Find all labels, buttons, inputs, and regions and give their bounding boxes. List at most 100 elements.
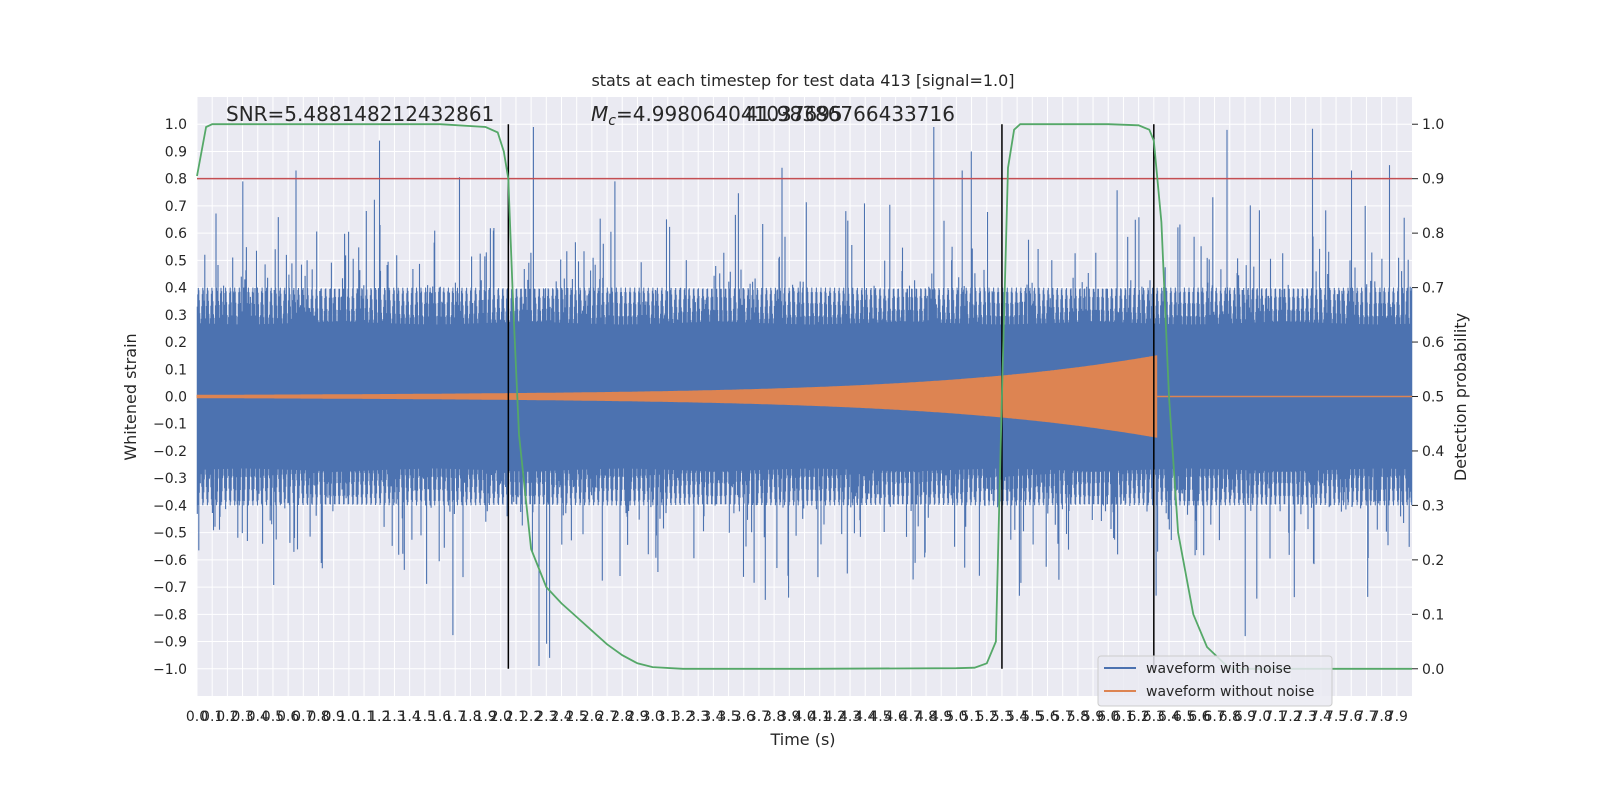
x-tick-label: 1.1 — [353, 709, 375, 725]
x-tick-label: 7.0 — [1249, 709, 1271, 725]
x-tick-label: 4.9 — [930, 709, 952, 725]
y-tick-label-left: 0.5 — [165, 253, 187, 269]
x-tick-label: 4.6 — [884, 709, 906, 725]
x-tick-label: 5.4 — [1006, 709, 1028, 725]
mc-annotation: Mc=4.998064041037695 — [591, 102, 843, 129]
y-tick-label-right: 0.6 — [1422, 335, 1444, 351]
y-tick-label-right: 0.1 — [1422, 607, 1444, 623]
legend-label-noise: waveform with noise — [1146, 661, 1291, 677]
x-tick-label: 7.5 — [1325, 709, 1347, 725]
x-tick-label: 1.6 — [429, 709, 451, 725]
legend-box — [1097, 655, 1333, 707]
x-tick-label: 3.0 — [641, 709, 663, 725]
y-tick-label-right: 0.0 — [1422, 662, 1444, 678]
y-tick-label-left: 0.3 — [165, 308, 187, 324]
x-tick-label: 0.9 — [323, 709, 345, 725]
x-tick-label: 6.8 — [1219, 709, 1241, 725]
x-tick-label: 6.6 — [1188, 709, 1210, 725]
legend: waveform with noise waveform without noi… — [1097, 655, 1333, 707]
x-tick-label: 5.8 — [1067, 709, 1089, 725]
x-tick-label: 2.7 — [596, 709, 618, 725]
y-tick-label-right: 0.3 — [1422, 498, 1444, 514]
y-tick-label-left: 0.2 — [165, 335, 187, 351]
y-tick-label-left: 0.7 — [165, 199, 187, 215]
x-tick-label: 4.2 — [824, 709, 846, 725]
x-tick-label: 6.3 — [1143, 709, 1165, 725]
x-tick-label: 1.4 — [398, 709, 420, 725]
x-tick-label: 7.2 — [1279, 709, 1301, 725]
y-tick-label-left: −0.1 — [153, 417, 187, 433]
x-tick-label: 2.5 — [566, 709, 588, 725]
x-tick-label: 1.9 — [474, 709, 496, 725]
x-tick-label: 4.7 — [900, 709, 922, 725]
x-tick-label: 1.8 — [459, 709, 481, 725]
x-tick-label: 5.1 — [960, 709, 982, 725]
overlap-annotation: 41.98386766433716 — [745, 102, 955, 126]
chart-title: stats at each timestep for test data 413… — [591, 71, 1014, 90]
x-tick-label: 1.0 — [338, 709, 360, 725]
x-axis: 0.00.10.20.30.40.50.60.70.80.91.01.11.21… — [186, 709, 1408, 725]
y-tick-label-left: 0.0 — [165, 390, 187, 406]
x-tick-label: 3.7 — [748, 709, 770, 725]
x-tick-label: 0.1 — [201, 709, 223, 725]
x-tick-label: 4.4 — [854, 709, 876, 725]
x-tick-label: 2.9 — [626, 709, 648, 725]
y-tick-label-left: −0.4 — [153, 498, 187, 514]
plot-area — [196, 97, 1413, 696]
x-tick-label: 0.3 — [231, 709, 253, 725]
x-tick-label: 4.5 — [869, 709, 891, 725]
x-tick-label: 7.8 — [1370, 709, 1392, 725]
x-tick-label: 0.7 — [292, 709, 314, 725]
x-tick-label: 6.9 — [1234, 709, 1256, 725]
x-tick-label: 2.4 — [550, 709, 572, 725]
y-tick-label-left: −0.8 — [153, 607, 187, 623]
y-tick-label-left: −1.0 — [153, 662, 187, 678]
y-tick-label-left: −0.5 — [153, 526, 187, 542]
x-tick-label: 3.5 — [717, 709, 739, 725]
x-tick-label: 7.9 — [1386, 709, 1408, 725]
detection-probability-line — [196, 123, 1412, 670]
x-tick-label: 6.4 — [1158, 709, 1180, 725]
y-tick-label-left: −0.7 — [153, 580, 187, 596]
x-tick-label: 5.2 — [976, 709, 998, 725]
x-tick-label: 2.6 — [581, 709, 603, 725]
x-tick-label: 5.9 — [1082, 709, 1104, 725]
x-tick-label: 4.0 — [793, 709, 815, 725]
x-tick-label: 4.3 — [839, 709, 861, 725]
y-tick-label-right: 0.7 — [1422, 281, 1444, 297]
x-tick-label: 0.5 — [262, 709, 284, 725]
x-tick-label: 2.3 — [535, 709, 557, 725]
series-detection-probability — [196, 123, 1412, 670]
x-tick-label: 2.0 — [490, 709, 512, 725]
mc-value: =4.998064041037695 — [616, 102, 843, 126]
x-tick-label: 5.0 — [945, 709, 967, 725]
y-tick-label-right: 0.8 — [1422, 226, 1444, 242]
x-tick-label: 7.3 — [1295, 709, 1317, 725]
y-tick-label-left: 0.9 — [165, 144, 187, 160]
y-axis-label-right: Detection probability — [1451, 313, 1470, 481]
y-tick-label-right: 0.4 — [1422, 444, 1444, 460]
x-tick-label: 5.3 — [991, 709, 1013, 725]
x-axis-label: Time (s) — [769, 730, 835, 749]
x-tick-label: 3.2 — [672, 709, 694, 725]
x-tick-label: 1.7 — [444, 709, 466, 725]
x-tick-label: 6.1 — [1112, 709, 1134, 725]
mc-symbol: M — [591, 102, 608, 126]
x-tick-label: 7.6 — [1340, 709, 1362, 725]
y-tick-label-right: 0.5 — [1422, 390, 1444, 406]
x-tick-label: 0.4 — [247, 709, 269, 725]
x-tick-label: 4.8 — [915, 709, 937, 725]
y-tick-label-left: 0.8 — [165, 172, 187, 188]
y-tick-label-left: 0.4 — [165, 281, 187, 297]
y-tick-label-left: −0.6 — [153, 553, 187, 569]
x-tick-label: 0.8 — [307, 709, 329, 725]
x-tick-label: 7.7 — [1355, 709, 1377, 725]
right-axis: 1.0 0.9 0.8 0.7 0.6 0.5 0.4 0.3 0.2 0.1 0.0 — [1412, 117, 1444, 678]
x-tick-label: 5.6 — [1036, 709, 1058, 725]
x-tick-label: 2.8 — [611, 709, 633, 725]
y-axis-label-left: Whitened strain — [121, 333, 140, 460]
x-tick-label: 5.7 — [1052, 709, 1074, 725]
x-tick-label: 3.4 — [702, 709, 724, 725]
y-tick-label-left: −0.2 — [153, 444, 187, 460]
